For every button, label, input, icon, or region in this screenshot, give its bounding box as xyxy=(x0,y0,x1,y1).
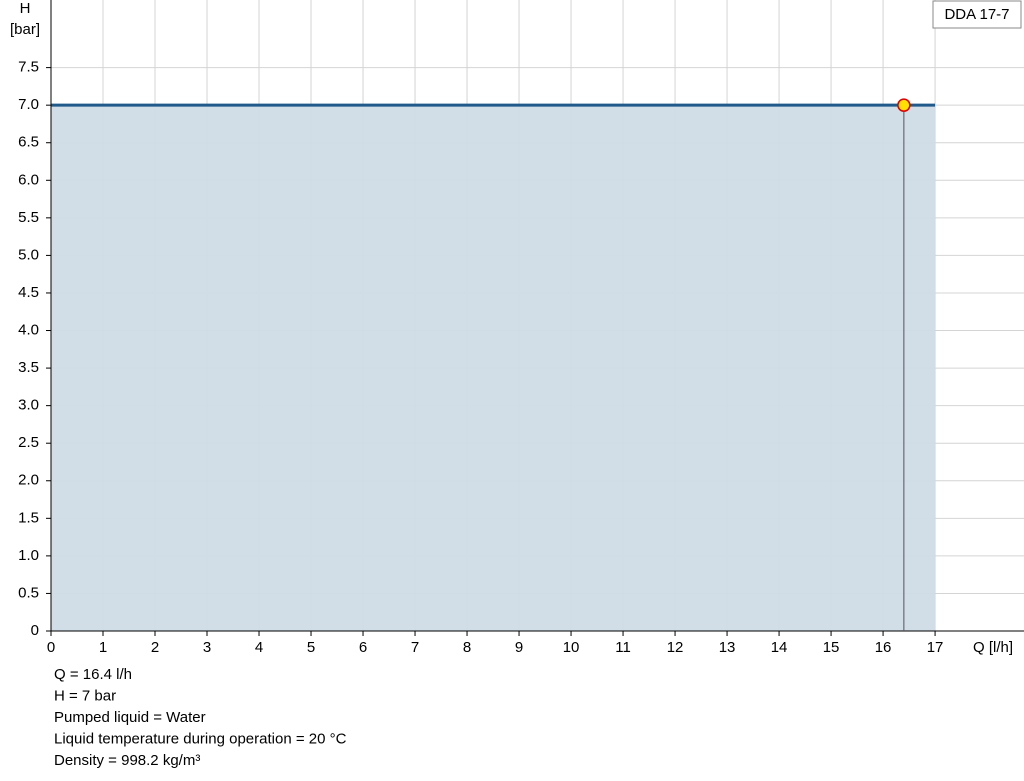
x-tick-label: 4 xyxy=(255,639,263,656)
x-tick-label: 6 xyxy=(359,639,367,656)
x-tick-label: 17 xyxy=(927,639,944,656)
y-tick-label: 4.0 xyxy=(18,321,39,338)
y-tick-label: 1.0 xyxy=(18,547,39,564)
x-tick-label: 16 xyxy=(875,639,892,656)
y-tick-label: 0.5 xyxy=(18,584,39,601)
info-line: Liquid temperature during operation = 20… xyxy=(54,730,347,747)
x-tick-label: 1 xyxy=(99,639,107,656)
y-tick-label: 5.5 xyxy=(18,209,39,226)
y-tick-label: 0 xyxy=(31,622,39,639)
x-tick-label: 12 xyxy=(667,639,684,656)
legend-entry: DDA 17-7 xyxy=(944,6,1009,23)
x-tick-label: 7 xyxy=(411,639,419,656)
x-tick-label: 14 xyxy=(771,639,788,656)
info-line: Density = 998.2 kg/m³ xyxy=(54,752,200,769)
x-tick-label: 2 xyxy=(151,639,159,656)
x-tick-label: 9 xyxy=(515,639,523,656)
x-tick-label: 15 xyxy=(823,639,840,656)
x-tick-label: 13 xyxy=(719,639,736,656)
y-tick-label: 2.0 xyxy=(18,472,39,489)
x-tick-label: 10 xyxy=(563,639,580,656)
y-tick-label: 7.0 xyxy=(18,96,39,113)
y-tick-label: 3.0 xyxy=(18,397,39,414)
x-tick-label: 8 xyxy=(463,639,471,656)
x-tick-label: 5 xyxy=(307,639,315,656)
info-line: Q = 16.4 l/h xyxy=(54,666,132,683)
y-tick-label: 1.5 xyxy=(18,509,39,526)
x-tick-label: 11 xyxy=(615,639,631,656)
y-tick-label: 5.0 xyxy=(18,246,39,263)
y-axis-unit: [bar] xyxy=(10,21,40,38)
y-tick-label: 6.0 xyxy=(18,171,39,188)
area xyxy=(51,105,936,631)
info-line: H = 7 bar xyxy=(54,687,116,704)
x-axis-label: Q [l/h] xyxy=(973,639,1013,656)
y-tick-label: 3.5 xyxy=(18,359,39,376)
info-line: Pumped liquid = Water xyxy=(54,709,206,726)
x-tick-label: 0 xyxy=(47,639,55,656)
y-tick-label: 6.5 xyxy=(18,134,39,151)
y-tick-label: 4.5 xyxy=(18,284,39,301)
y-tick-label: 7.5 xyxy=(18,59,39,76)
legend-box xyxy=(932,0,1022,29)
y-axis-label: H xyxy=(20,0,31,17)
y-tick-label: 2.5 xyxy=(18,434,39,451)
operating-point xyxy=(897,98,911,112)
x-tick-label: 3 xyxy=(203,639,211,656)
